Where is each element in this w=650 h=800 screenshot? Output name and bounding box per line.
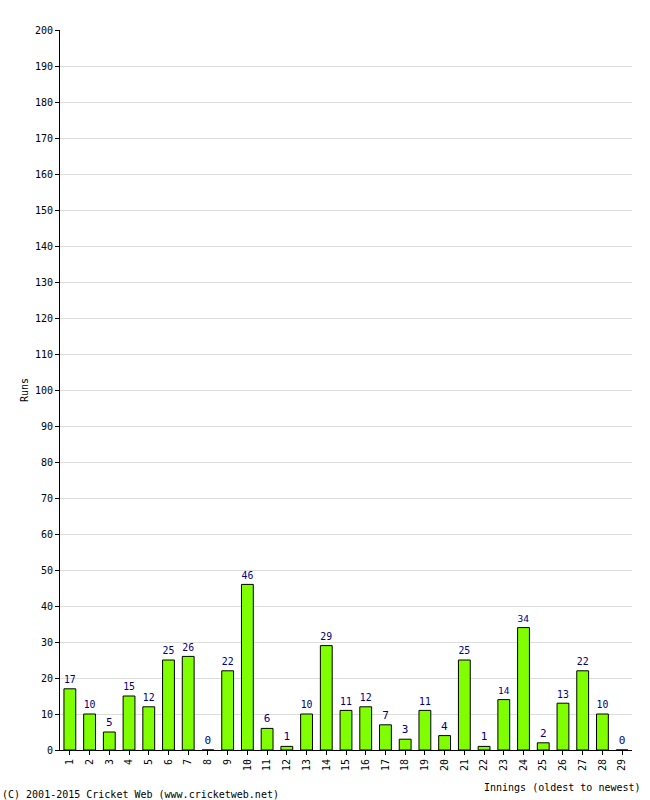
- svg-text:25: 25: [537, 759, 548, 771]
- svg-text:17: 17: [380, 759, 391, 771]
- svg-text:10: 10: [84, 699, 96, 710]
- svg-text:30: 30: [41, 637, 53, 648]
- svg-text:6: 6: [264, 712, 271, 725]
- svg-text:29: 29: [616, 759, 627, 771]
- svg-text:21: 21: [459, 759, 470, 771]
- svg-text:10: 10: [242, 759, 253, 771]
- svg-text:160: 160: [35, 169, 53, 180]
- svg-text:120: 120: [35, 313, 53, 324]
- svg-text:29: 29: [320, 631, 332, 642]
- svg-text:1: 1: [64, 759, 75, 765]
- svg-text:26: 26: [557, 759, 568, 771]
- svg-text:7: 7: [182, 759, 193, 765]
- svg-text:16: 16: [360, 759, 371, 771]
- svg-text:60: 60: [41, 529, 53, 540]
- svg-text:200: 200: [35, 25, 53, 36]
- svg-text:70: 70: [41, 493, 53, 504]
- svg-text:22: 22: [478, 759, 489, 771]
- svg-text:26: 26: [182, 642, 194, 653]
- svg-text:24: 24: [518, 759, 529, 771]
- svg-text:3: 3: [402, 723, 409, 736]
- svg-text:6: 6: [163, 759, 174, 765]
- svg-text:180: 180: [35, 97, 53, 108]
- svg-text:11: 11: [261, 759, 272, 771]
- svg-text:140: 140: [35, 241, 53, 252]
- svg-text:9: 9: [222, 759, 233, 765]
- svg-text:2: 2: [540, 727, 547, 740]
- svg-text:170: 170: [35, 133, 53, 144]
- svg-text:150: 150: [35, 205, 53, 216]
- svg-text:1: 1: [481, 730, 488, 743]
- svg-text:5: 5: [143, 759, 154, 765]
- svg-text:100: 100: [35, 385, 53, 396]
- svg-text:14: 14: [321, 759, 332, 771]
- svg-text:28: 28: [597, 759, 608, 771]
- svg-text:25: 25: [458, 645, 470, 656]
- svg-text:12: 12: [360, 692, 372, 703]
- svg-text:4: 4: [123, 759, 134, 765]
- svg-text:50: 50: [41, 565, 53, 576]
- svg-text:130: 130: [35, 277, 53, 288]
- svg-text:19: 19: [419, 759, 430, 771]
- svg-text:8: 8: [202, 759, 213, 765]
- svg-text:27: 27: [577, 759, 588, 771]
- svg-text:22: 22: [222, 656, 234, 667]
- svg-text:13: 13: [557, 689, 569, 700]
- svg-text:2: 2: [84, 759, 95, 765]
- svg-text:13: 13: [301, 759, 312, 771]
- svg-text:15: 15: [340, 759, 351, 771]
- svg-text:0: 0: [47, 745, 53, 756]
- svg-text:7: 7: [382, 709, 389, 722]
- svg-text:25: 25: [163, 645, 175, 656]
- svg-text:34: 34: [518, 613, 530, 624]
- svg-text:(C) 2001-2015 Cricket Web (www: (C) 2001-2015 Cricket Web (www.cricketwe…: [2, 789, 279, 800]
- svg-text:10: 10: [41, 709, 53, 720]
- svg-text:190: 190: [35, 61, 53, 72]
- svg-text:46: 46: [241, 570, 253, 581]
- svg-text:80: 80: [41, 457, 53, 468]
- svg-text:4: 4: [441, 720, 448, 733]
- svg-text:23: 23: [498, 759, 509, 771]
- svg-text:40: 40: [41, 601, 53, 612]
- svg-text:18: 18: [399, 759, 410, 771]
- svg-text:12: 12: [281, 759, 292, 771]
- svg-text:0: 0: [619, 734, 626, 747]
- svg-text:20: 20: [41, 673, 53, 684]
- svg-text:10: 10: [597, 699, 609, 710]
- svg-text:3: 3: [104, 759, 115, 765]
- svg-text:22: 22: [577, 656, 589, 667]
- svg-text:10: 10: [301, 699, 313, 710]
- svg-text:20: 20: [439, 759, 450, 771]
- svg-text:Runs: Runs: [19, 378, 30, 402]
- svg-text:5: 5: [106, 716, 113, 729]
- svg-text:0: 0: [205, 734, 212, 747]
- svg-text:15: 15: [123, 681, 135, 692]
- svg-text:11: 11: [340, 696, 352, 707]
- svg-text:14: 14: [498, 685, 510, 696]
- svg-text:17: 17: [64, 674, 76, 685]
- svg-text:11: 11: [419, 696, 431, 707]
- svg-text:1: 1: [284, 730, 291, 743]
- svg-text:110: 110: [35, 349, 53, 360]
- svg-text:Innings (oldest to newest): Innings (oldest to newest): [484, 782, 641, 793]
- svg-text:90: 90: [41, 421, 53, 432]
- svg-text:12: 12: [143, 692, 155, 703]
